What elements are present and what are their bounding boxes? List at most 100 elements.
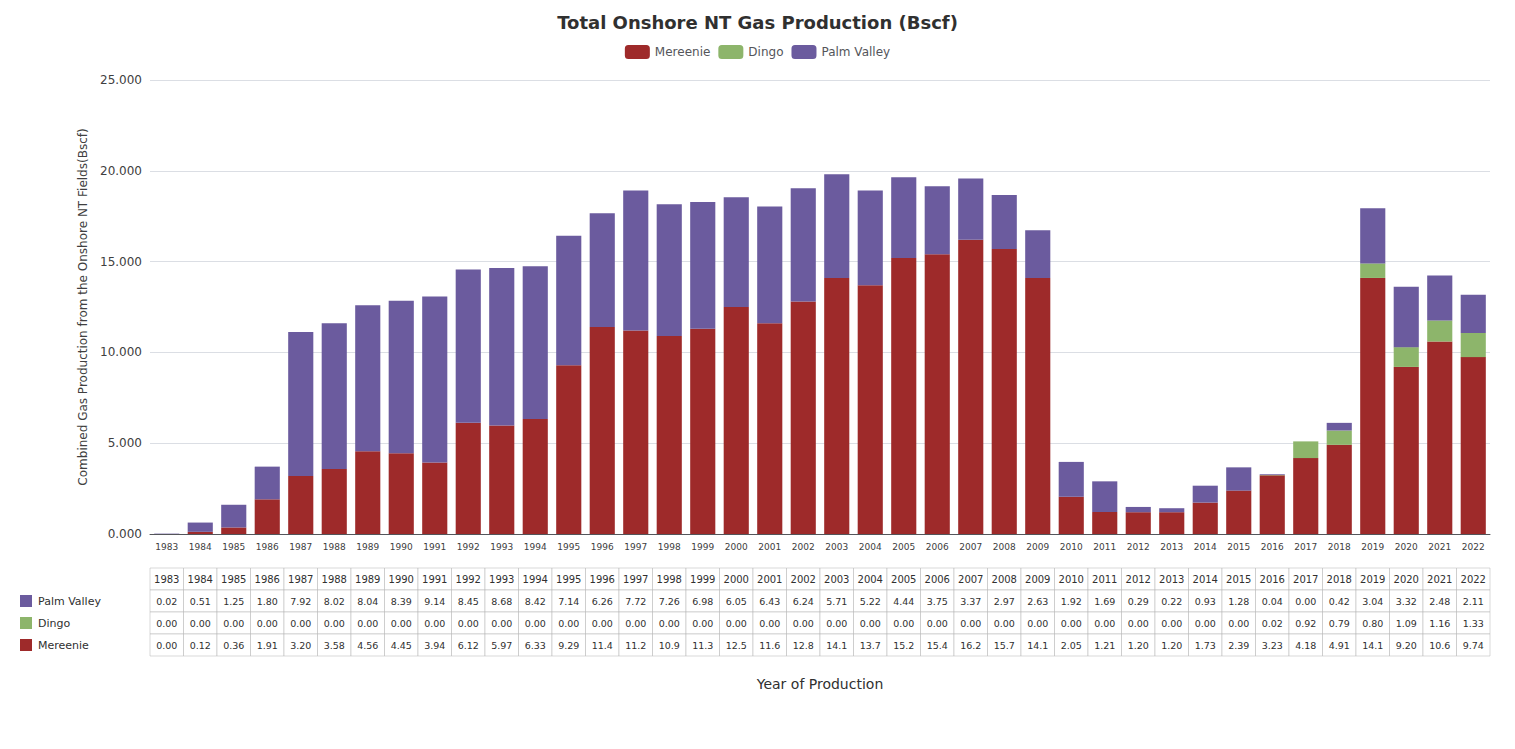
svg-text:0.00: 0.00 xyxy=(960,618,981,629)
svg-text:8.45: 8.45 xyxy=(458,596,479,607)
svg-text:2004: 2004 xyxy=(859,542,882,552)
svg-text:0.00: 0.00 xyxy=(156,618,177,629)
svg-text:Combined Gas Production from t: Combined Gas Production from the Onshore… xyxy=(76,128,90,485)
svg-text:2006: 2006 xyxy=(926,542,949,552)
svg-text:2011: 2011 xyxy=(1092,574,1117,585)
svg-text:6.24: 6.24 xyxy=(793,596,814,607)
svg-text:0.22: 0.22 xyxy=(1161,596,1182,607)
svg-text:1999: 1999 xyxy=(690,574,715,585)
svg-text:13.7: 13.7 xyxy=(860,640,881,651)
svg-text:7.26: 7.26 xyxy=(659,596,680,607)
svg-text:1992: 1992 xyxy=(457,542,480,552)
svg-text:0.00: 0.00 xyxy=(525,618,546,629)
svg-text:15.4: 15.4 xyxy=(927,640,948,651)
svg-text:2000: 2000 xyxy=(724,574,749,585)
svg-text:5.97: 5.97 xyxy=(491,640,512,651)
svg-text:0.00: 0.00 xyxy=(793,618,814,629)
svg-text:5.000: 5.000 xyxy=(108,436,142,450)
svg-text:2010: 2010 xyxy=(1059,574,1084,585)
svg-text:0.00: 0.00 xyxy=(223,618,244,629)
svg-text:1.92: 1.92 xyxy=(1061,596,1082,607)
svg-text:2017: 2017 xyxy=(1293,574,1318,585)
svg-text:4.45: 4.45 xyxy=(391,640,412,651)
svg-text:8.39: 8.39 xyxy=(391,596,412,607)
svg-text:1986: 1986 xyxy=(256,542,279,552)
svg-text:0.00: 0.00 xyxy=(927,618,948,629)
svg-text:1991: 1991 xyxy=(423,542,446,552)
svg-text:2009: 2009 xyxy=(1025,574,1050,585)
svg-text:2022: 2022 xyxy=(1462,542,1485,552)
svg-text:2020: 2020 xyxy=(1394,574,1419,585)
svg-text:3.37: 3.37 xyxy=(960,596,981,607)
svg-text:2.39: 2.39 xyxy=(1228,640,1249,651)
svg-text:1989: 1989 xyxy=(355,574,380,585)
svg-text:0.00: 0.00 xyxy=(692,618,713,629)
svg-text:1998: 1998 xyxy=(657,574,682,585)
svg-text:2008: 2008 xyxy=(992,574,1017,585)
svg-text:1994: 1994 xyxy=(524,542,547,552)
svg-text:14.1: 14.1 xyxy=(1362,640,1383,651)
svg-text:Dingo: Dingo xyxy=(748,45,783,59)
svg-text:3.32: 3.32 xyxy=(1396,596,1417,607)
svg-text:11.4: 11.4 xyxy=(592,640,613,651)
svg-text:12.5: 12.5 xyxy=(726,640,747,651)
svg-text:1.91: 1.91 xyxy=(257,640,278,651)
svg-text:8.02: 8.02 xyxy=(324,596,345,607)
svg-text:5.71: 5.71 xyxy=(826,596,847,607)
svg-text:2001: 2001 xyxy=(757,574,782,585)
svg-text:1991: 1991 xyxy=(422,574,447,585)
svg-text:9.20: 9.20 xyxy=(1396,640,1417,651)
svg-text:2014: 2014 xyxy=(1193,574,1218,585)
svg-text:2000: 2000 xyxy=(725,542,748,552)
svg-text:1.73: 1.73 xyxy=(1195,640,1216,651)
svg-text:0.00: 0.00 xyxy=(1128,618,1149,629)
svg-text:0.02: 0.02 xyxy=(156,596,177,607)
svg-text:0.00: 0.00 xyxy=(1161,618,1182,629)
svg-text:2002: 2002 xyxy=(791,574,816,585)
svg-text:0.00: 0.00 xyxy=(1195,618,1216,629)
svg-text:1990: 1990 xyxy=(390,542,413,552)
svg-text:15.7: 15.7 xyxy=(994,640,1015,651)
svg-text:1984: 1984 xyxy=(188,574,213,585)
svg-text:1993: 1993 xyxy=(489,574,514,585)
svg-text:2.11: 2.11 xyxy=(1463,596,1484,607)
svg-text:1.69: 1.69 xyxy=(1094,596,1115,607)
svg-text:2014: 2014 xyxy=(1194,542,1217,552)
svg-text:4.18: 4.18 xyxy=(1295,640,1316,651)
svg-text:0.00: 0.00 xyxy=(994,618,1015,629)
svg-text:0.80: 0.80 xyxy=(1362,618,1383,629)
svg-text:1997: 1997 xyxy=(623,574,648,585)
svg-text:0.00: 0.00 xyxy=(190,618,211,629)
svg-text:2019: 2019 xyxy=(1360,574,1385,585)
svg-text:2010: 2010 xyxy=(1060,542,1083,552)
svg-text:2.48: 2.48 xyxy=(1429,596,1450,607)
svg-text:9.74: 9.74 xyxy=(1463,640,1484,651)
svg-text:Mereenie: Mereenie xyxy=(38,639,89,652)
svg-text:3.20: 3.20 xyxy=(290,640,311,651)
svg-text:1998: 1998 xyxy=(658,542,681,552)
svg-text:2017: 2017 xyxy=(1294,542,1317,552)
svg-text:1.16: 1.16 xyxy=(1429,618,1450,629)
svg-text:2012: 2012 xyxy=(1126,574,1151,585)
svg-text:1993: 1993 xyxy=(490,542,513,552)
svg-text:7.92: 7.92 xyxy=(290,596,311,607)
svg-text:0.00: 0.00 xyxy=(1094,618,1115,629)
svg-text:11.3: 11.3 xyxy=(692,640,713,651)
svg-text:1985: 1985 xyxy=(221,574,246,585)
svg-text:7.14: 7.14 xyxy=(558,596,579,607)
svg-text:2021: 2021 xyxy=(1428,542,1451,552)
svg-text:0.000: 0.000 xyxy=(108,527,142,541)
svg-text:0.42: 0.42 xyxy=(1329,596,1350,607)
svg-text:3.75: 3.75 xyxy=(927,596,948,607)
svg-text:2003: 2003 xyxy=(824,574,849,585)
svg-text:2008: 2008 xyxy=(993,542,1016,552)
svg-text:6.12: 6.12 xyxy=(458,640,479,651)
svg-text:2007: 2007 xyxy=(958,574,983,585)
svg-text:1992: 1992 xyxy=(456,574,481,585)
svg-text:8.42: 8.42 xyxy=(525,596,546,607)
svg-text:9.14: 9.14 xyxy=(424,596,445,607)
svg-text:0.00: 0.00 xyxy=(1061,618,1082,629)
svg-text:0.00: 0.00 xyxy=(558,618,579,629)
svg-text:6.26: 6.26 xyxy=(592,596,613,607)
svg-text:0.00: 0.00 xyxy=(324,618,345,629)
